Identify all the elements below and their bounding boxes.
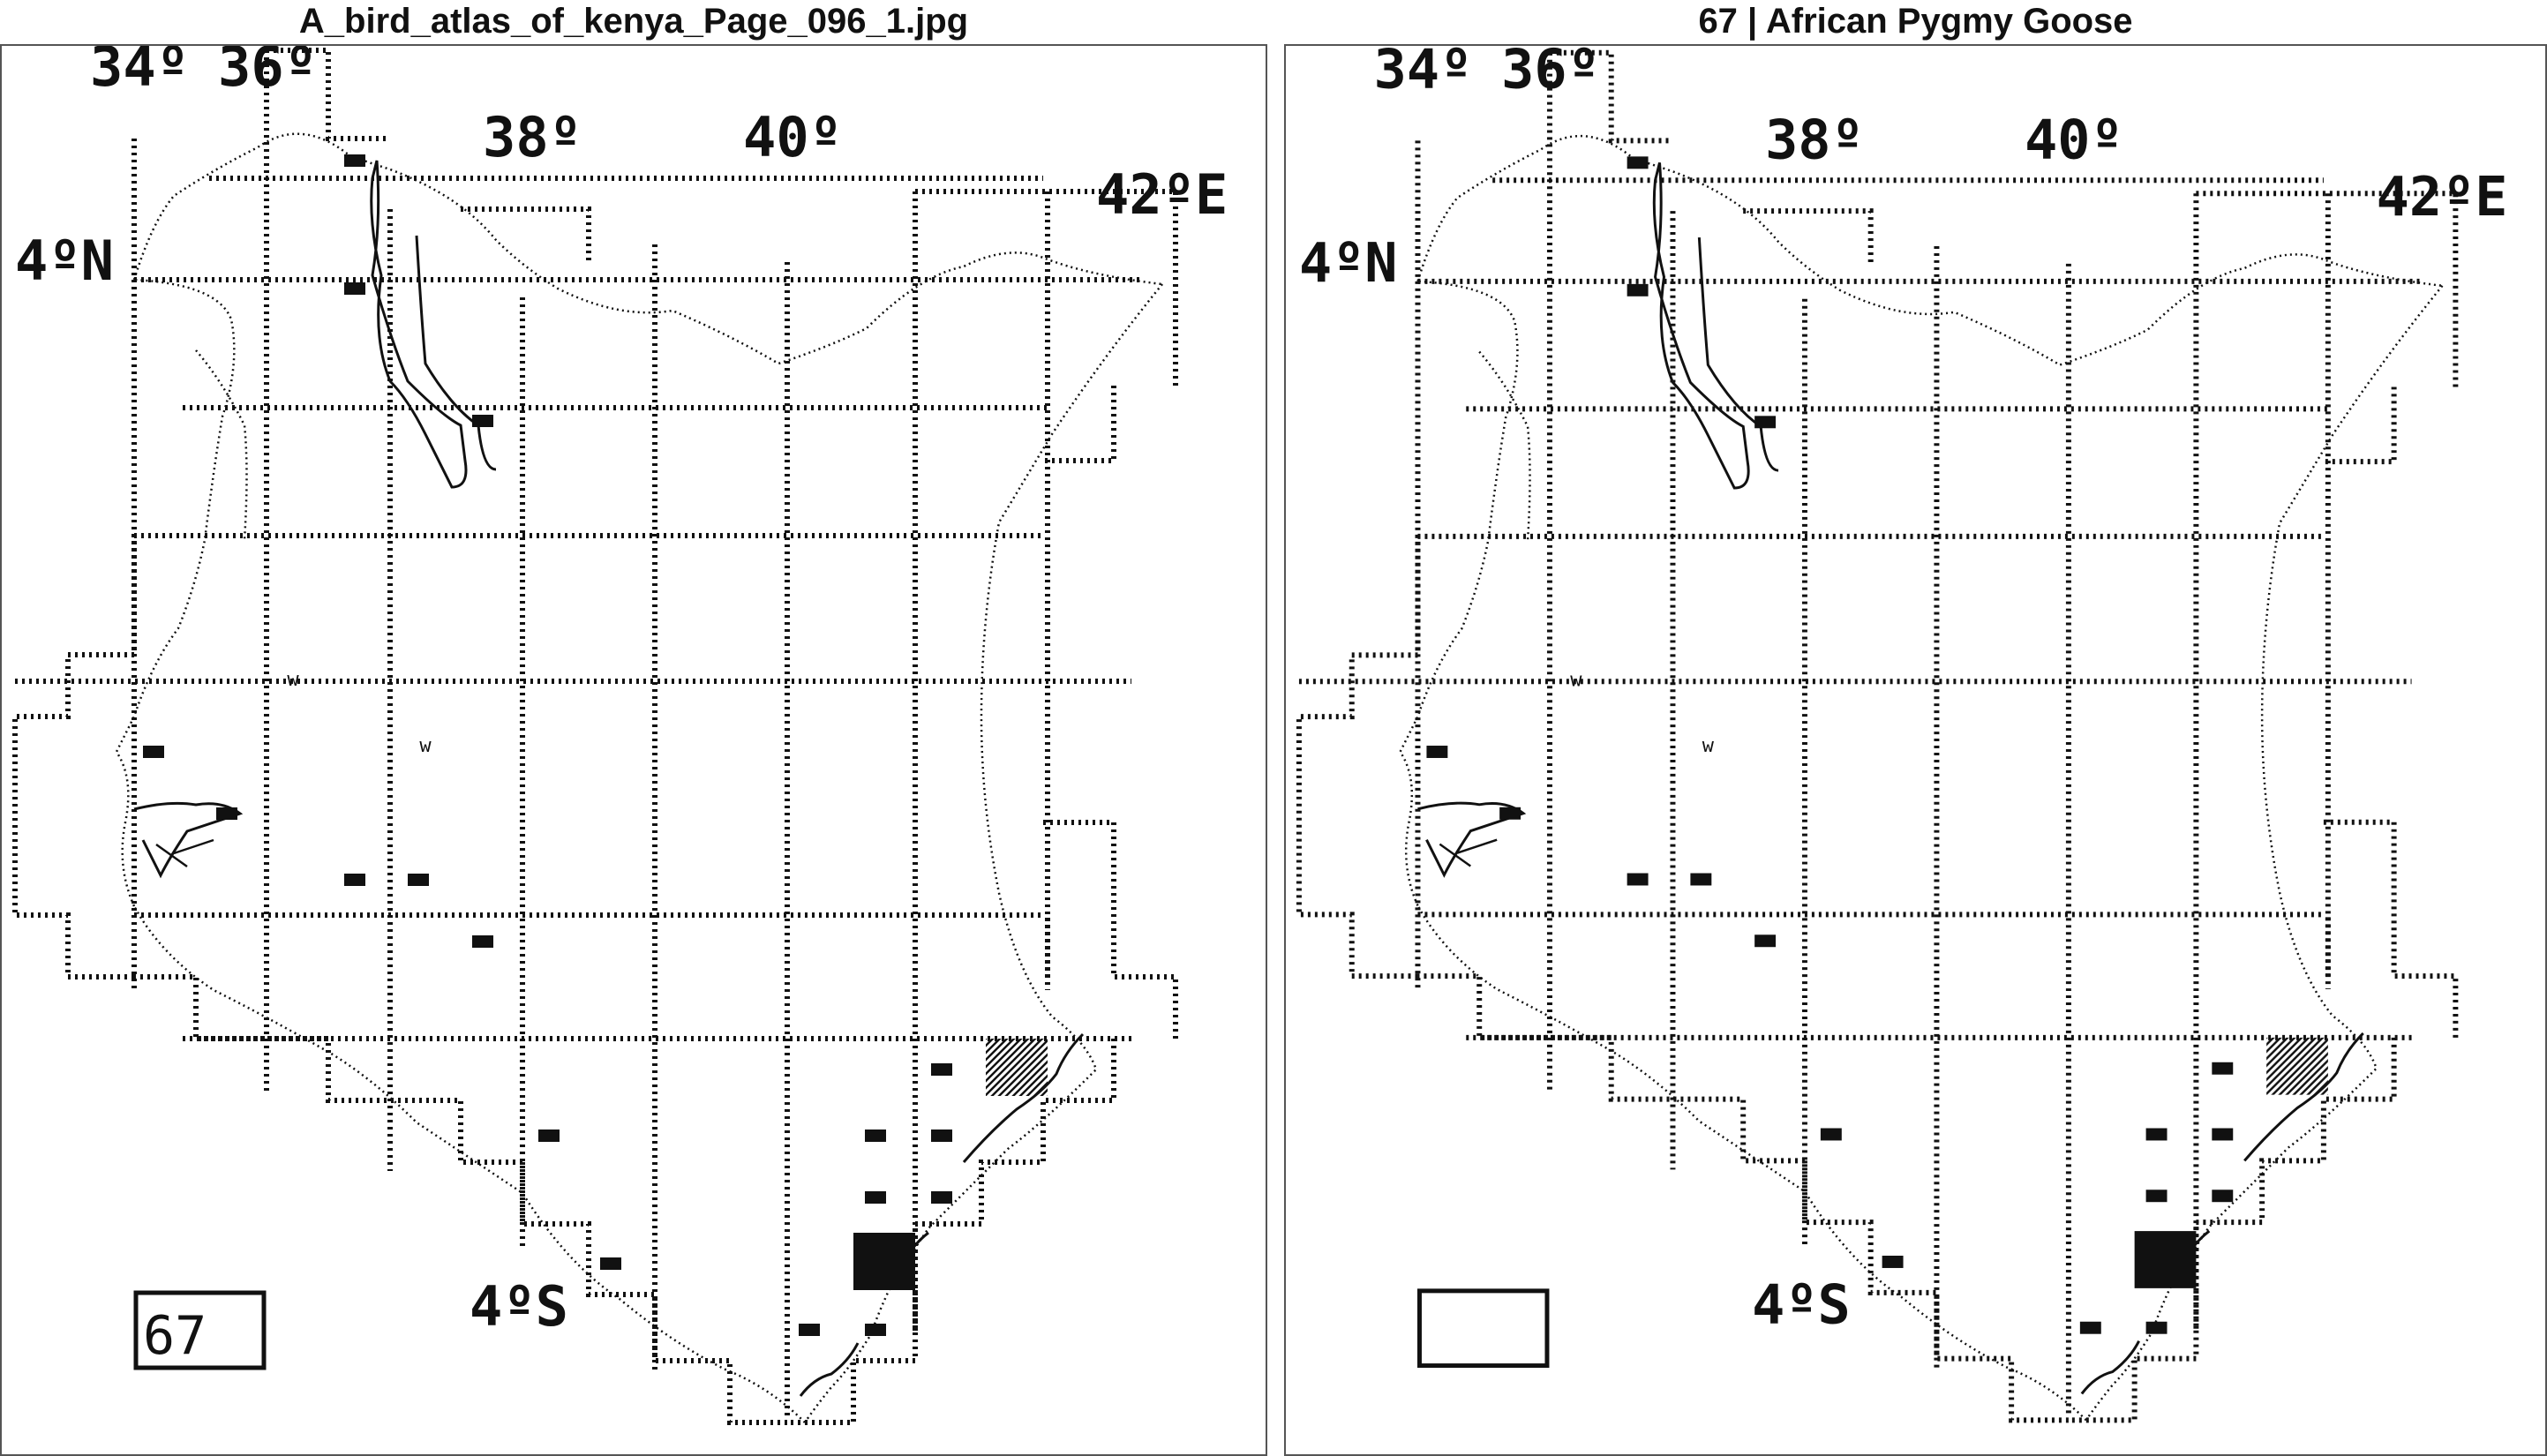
record-marker: [865, 1130, 886, 1142]
hatched-cell: [986, 1039, 1048, 1096]
w-marker: w: [1570, 669, 1582, 691]
kenya-coastline: [115, 132, 1163, 1423]
latitude-label: 4ºS: [1752, 1273, 1851, 1337]
w-marker: w: [287, 669, 299, 691]
w-marker: w: [1702, 735, 1715, 757]
record-marker: [344, 874, 365, 886]
record-marker: [2145, 1128, 2168, 1141]
kenya-atlas-map-recreation: w w 34º 36º 38º 40º 42ºE 4ºN 4ºS: [1296, 46, 2508, 1423]
large-record-block: [853, 1233, 915, 1290]
latitude-label: 4ºN: [1299, 231, 1398, 295]
record-markers: [1426, 156, 2234, 1334]
record-marker: [1627, 873, 1649, 886]
right-panel-title: 67 | African Pygmy Goose: [1698, 2, 2133, 41]
longitude-label: 40º: [743, 105, 842, 169]
longitude-label: 36º: [1501, 46, 1600, 101]
record-marker: [1627, 156, 1649, 169]
left-panel-title: A_bird_atlas_of_kenya_Page_096_1.jpg: [298, 2, 969, 41]
latitude-label: 4ºN: [15, 229, 114, 293]
record-marker: [1754, 416, 1777, 429]
longitude-label: 40º: [2025, 108, 2123, 171]
hatched-cell: [2266, 1037, 2328, 1095]
record-marker: [2145, 1321, 2168, 1334]
latitude-label: 4ºS: [470, 1274, 568, 1339]
record-marker: [1627, 283, 1649, 296]
record-marker: [344, 154, 365, 167]
longitude-label: 42ºE: [2377, 165, 2508, 229]
grid-outer-border: [1296, 49, 2459, 1423]
longitude-label: 36º: [218, 46, 317, 99]
longitude-label: 34º: [1374, 46, 1473, 101]
large-record-block: [2134, 1231, 2197, 1288]
species-number-box: [133, 1290, 267, 1370]
longitude-label: 38º: [483, 105, 582, 169]
lake-turkana: [1652, 161, 1750, 490]
record-marker: [799, 1324, 820, 1336]
record-marker: [216, 807, 237, 820]
record-markers: [143, 154, 952, 1336]
record-marker: [344, 282, 365, 295]
record-marker: [931, 1191, 952, 1204]
kenya-coastline: [1399, 134, 2444, 1422]
longitude-label: 34º: [90, 46, 189, 99]
longitude-label: 42ºE: [1096, 162, 1228, 227]
record-marker: [1426, 746, 1448, 758]
grid-outer-border: [12, 48, 1178, 1425]
lake-victoria: [1417, 801, 1527, 878]
record-marker: [2145, 1190, 2168, 1203]
left-map-panel: w w 34º 36º 38º 40º 42ºE 4ºN 4ºS 67: [0, 44, 1267, 1456]
record-marker: [2212, 1190, 2234, 1203]
grid-lines: [15, 50, 1140, 1418]
record-marker: [472, 415, 493, 427]
record-marker: [865, 1191, 886, 1204]
record-marker: [538, 1130, 560, 1142]
record-marker: [143, 746, 164, 758]
grid-lines: [1298, 52, 2421, 1416]
lake-turkana: [370, 160, 468, 489]
record-marker: [2212, 1062, 2234, 1075]
species-number: 67: [143, 1305, 207, 1367]
record-marker: [931, 1063, 952, 1076]
record-marker: [1754, 934, 1777, 948]
record-marker: [931, 1130, 952, 1142]
lake-victoria: [133, 801, 244, 879]
record-marker: [865, 1324, 886, 1336]
w-marker: w: [419, 735, 432, 757]
longitude-label: 38º: [1765, 108, 1864, 171]
record-marker: [1499, 807, 1521, 820]
right-map-panel: w w 34º 36º 38º 40º 42ºE 4ºN 4ºS: [1284, 44, 2547, 1456]
record-marker: [1690, 873, 1712, 886]
record-marker: [1882, 1256, 1904, 1268]
species-number-box: [1416, 1288, 1550, 1369]
record-marker: [600, 1257, 621, 1270]
record-marker: [472, 935, 493, 948]
record-marker: [2212, 1128, 2234, 1141]
record-marker: [408, 874, 429, 886]
record-marker: [2079, 1321, 2101, 1334]
kenya-atlas-map-original: w w 34º 36º 38º 40º 42ºE 4ºN 4ºS 67: [12, 46, 1228, 1425]
record-marker: [1820, 1128, 1842, 1141]
